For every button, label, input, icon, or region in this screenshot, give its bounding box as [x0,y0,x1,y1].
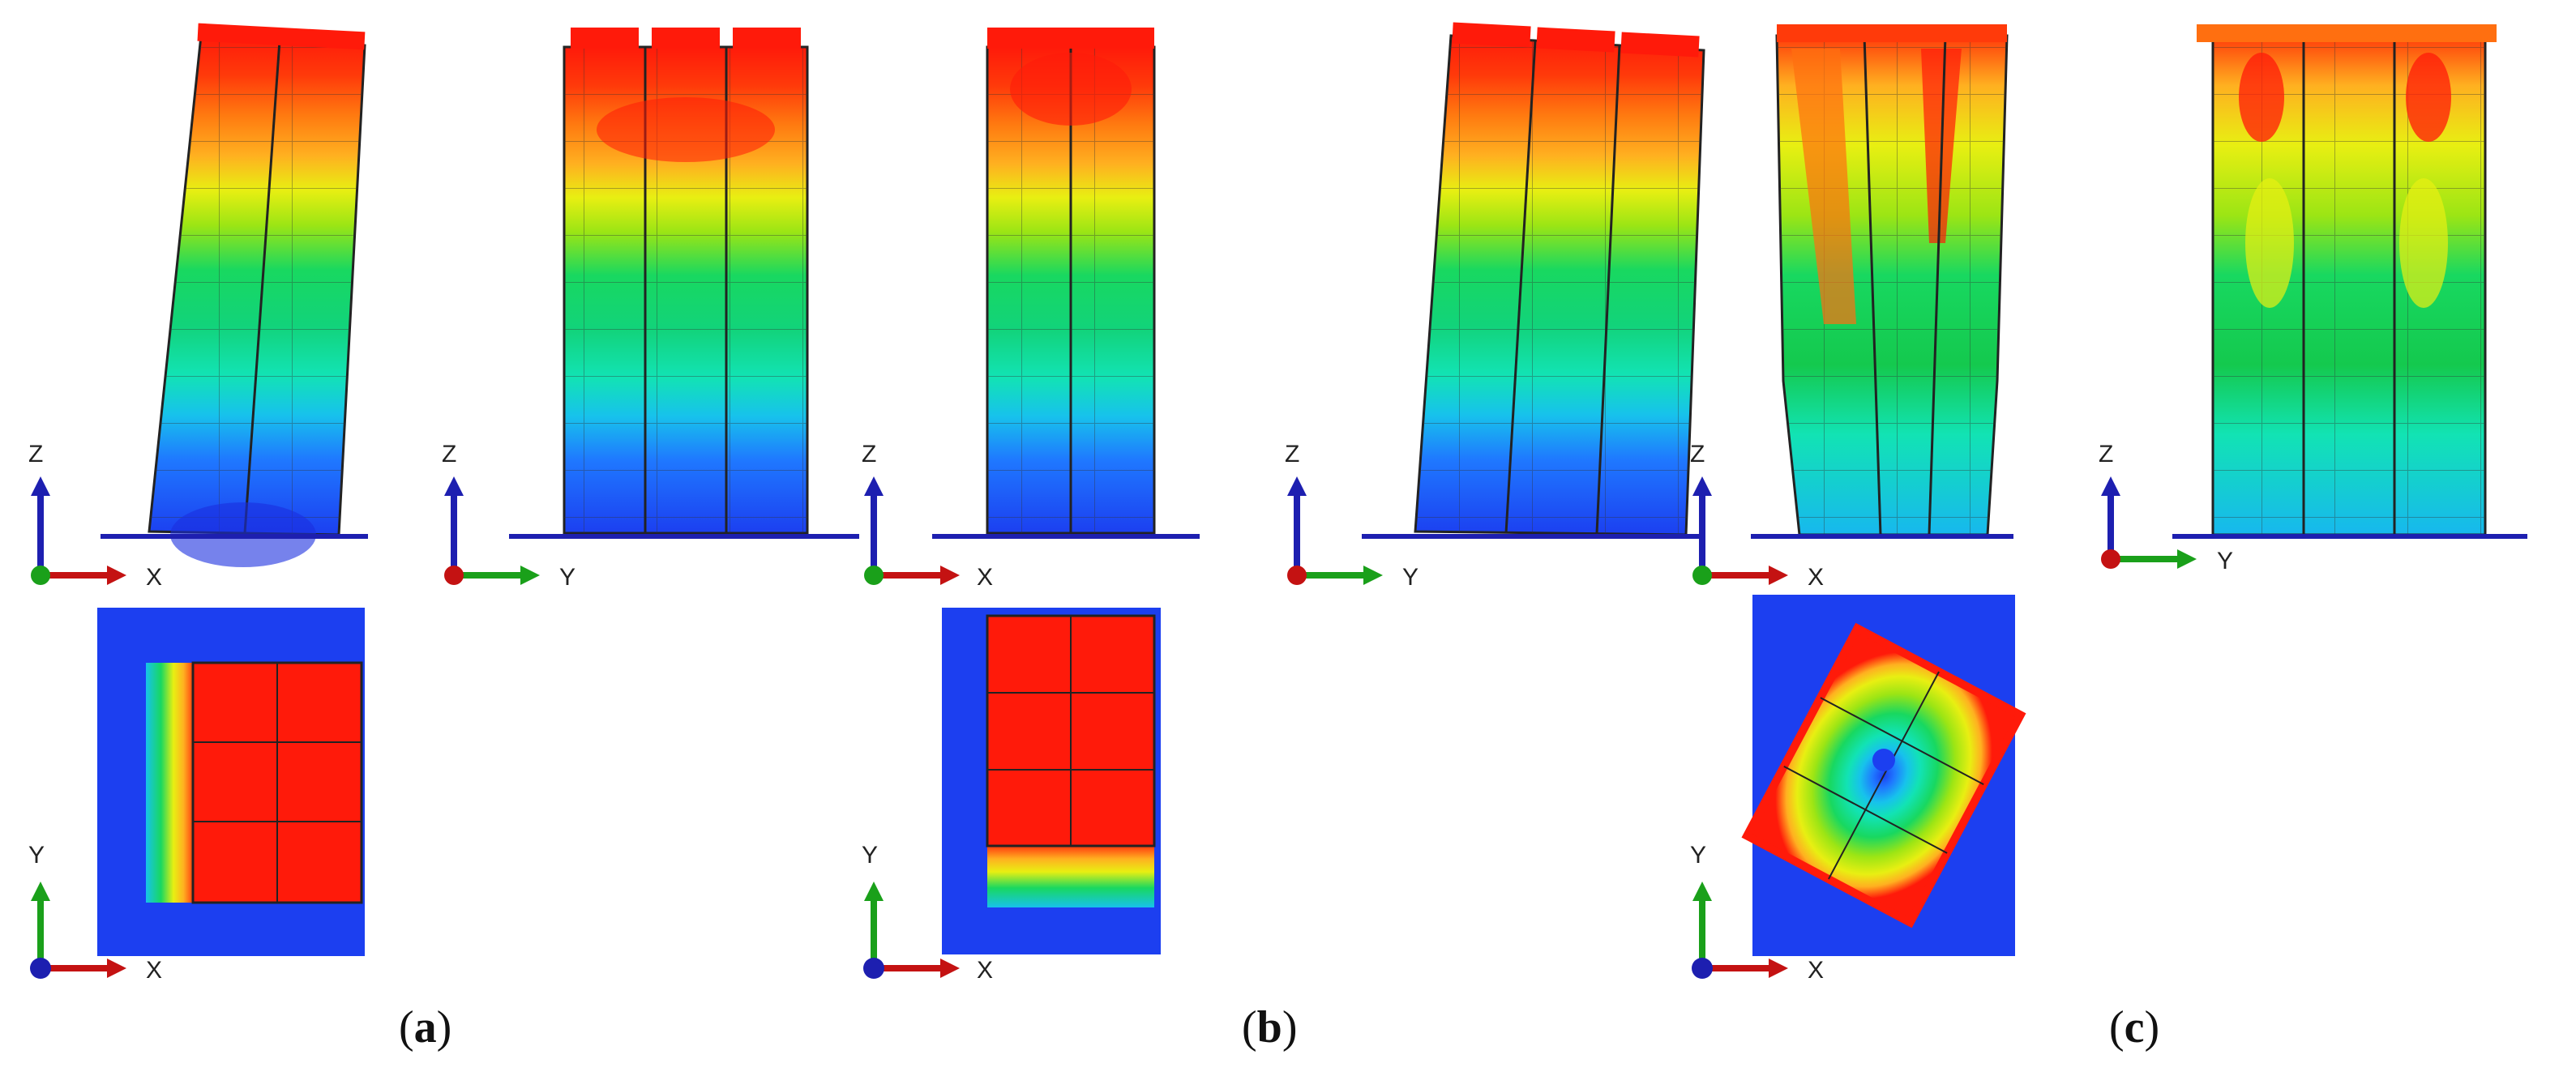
panel-b-elevation-yz [1362,22,1705,539]
roof-block [1620,32,1700,58]
plan-center-contour [1872,749,1895,771]
axes-yz-b: Z Y [1285,441,1419,591]
axes-xz-c: Z X [1690,441,1824,591]
axes-xy-a: Y X [28,842,162,984]
axis-label-z: Z [28,441,43,468]
plan-gradient-edge [987,843,1154,907]
panel-c-plan-xy [1741,595,2026,956]
building-grid [149,36,365,535]
panel-c: Z X Y X [1690,24,2527,984]
panel-a: Z X Y X [28,23,859,984]
plan-gradient-edge [146,663,196,903]
roof-block [733,28,801,49]
roof-block [2197,24,2497,42]
panel-b: Z X Y X [862,22,1705,984]
origin-dot [1692,566,1712,585]
building-column-line [243,40,281,534]
contour-highlight [2406,53,2451,142]
roof-block [197,23,366,50]
axes-xz-a: Z X [28,441,162,591]
panel-b-elevation-xz [932,28,1200,539]
axis-label-x: X [977,564,993,591]
panel-label-c: (c) [2109,1002,2160,1053]
roof-block [1536,27,1615,53]
origin-dot [863,958,884,979]
axis-label-z: Z [442,441,456,468]
axis-label-y: Y [862,842,878,869]
origin-dot [2101,549,2120,569]
axes-xz-b: Z X [862,441,993,591]
axis-label-z: Z [2099,441,2113,468]
origin-dot [31,566,50,585]
panel-a-elevation-yz [509,28,859,539]
axis-label-x: X [977,957,993,984]
axis-label-x: X [1808,957,1824,984]
contour-highlight [1010,53,1132,126]
panel-c-elevation-yz [2172,24,2527,539]
panel-label-a: (a) [399,1002,452,1053]
roof-block [652,28,720,49]
axis-label-x: X [146,564,162,591]
axis-label-z: Z [1285,441,1299,468]
panel-c-elevation-xz [1751,24,2013,539]
roof-block [1777,24,2007,42]
roof-block [987,28,1154,49]
origin-dot [444,566,464,585]
axis-label-x: X [146,957,162,984]
axis-label-y: Y [2217,548,2233,574]
axis-label-y: Y [1690,842,1706,869]
axis-label-y: Y [1402,564,1419,591]
axis-label-y: Y [559,564,576,591]
axis-label-x: X [1808,564,1824,591]
roof-block [571,28,639,49]
panel-b-plan-xy [942,608,1161,954]
axes-xy-c: Y X [1690,842,1824,984]
contour-highlight [1791,49,1856,324]
roof-block [1452,22,1531,48]
origin-dot [1692,958,1713,979]
contour-highlight [597,97,775,162]
axes-yz-a: Z Y [442,441,576,591]
axis-label-y: Y [28,842,45,869]
panel-a-plan-xy [97,608,365,956]
axes-xy-b: Y X [862,842,993,984]
axis-label-z: Z [1690,441,1705,468]
panel-a-elevation-xz [101,23,368,567]
panel-label-b: (b) [1242,1002,1298,1053]
axis-label-z: Z [862,441,876,468]
origin-dot [864,566,884,585]
origin-dot [30,958,51,979]
contour-highlight [2239,53,2284,142]
origin-dot [1287,566,1307,585]
axes-yz-c: Z Y [2099,441,2233,574]
